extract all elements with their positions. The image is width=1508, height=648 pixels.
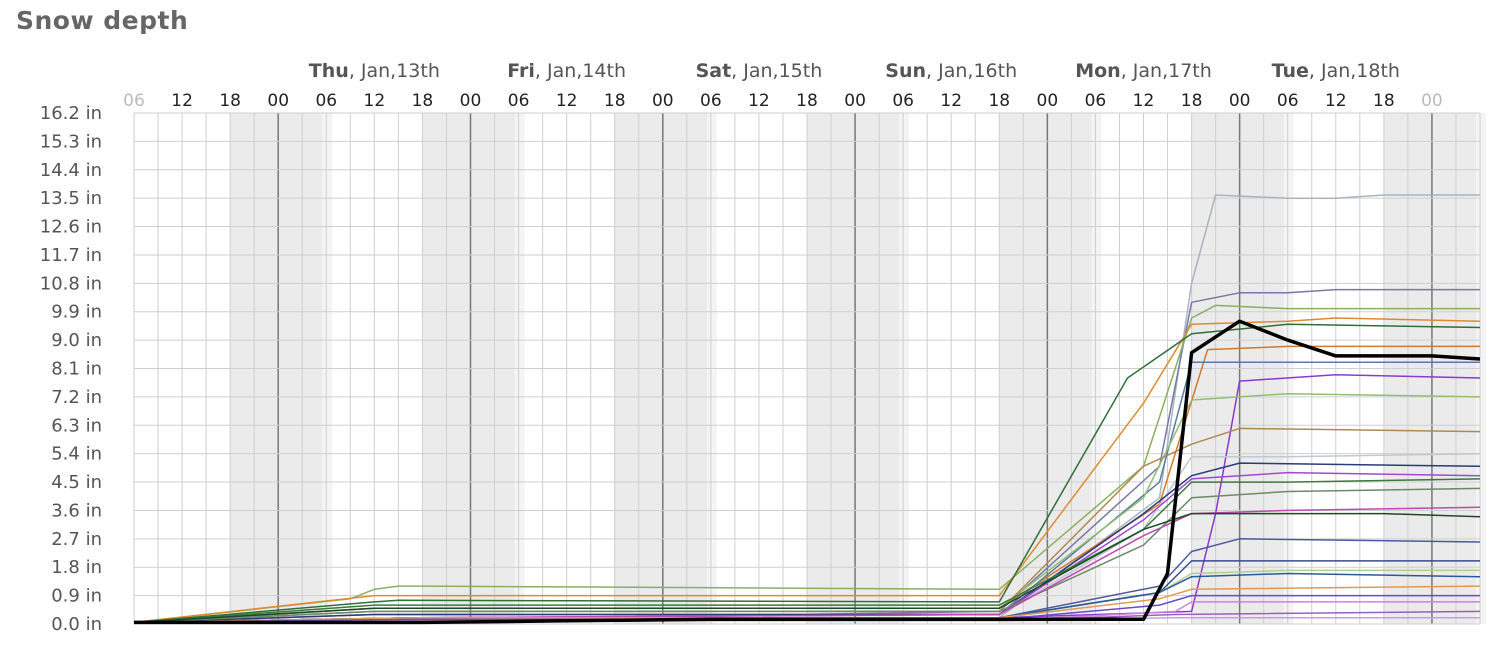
x-hour-tick-label: 12 bbox=[1325, 91, 1347, 111]
x-hour-tick-label: 12 bbox=[940, 91, 962, 111]
x-hour-tick-label: 18 bbox=[796, 91, 818, 111]
x-day-label: Sun, Jan,16th bbox=[885, 60, 1017, 82]
x-hour-tick-label: 18 bbox=[1373, 91, 1395, 111]
x-hour-tick-label: 00 bbox=[844, 91, 866, 111]
x-hour-tick-label: 12 bbox=[171, 91, 193, 111]
y-tick-label: 8.1 in bbox=[51, 359, 102, 380]
chart-title: Snow depth bbox=[16, 6, 189, 35]
x-hour-tick-label: 06 bbox=[315, 91, 337, 111]
y-tick-label: 16.2 in bbox=[40, 103, 102, 124]
x-hour-tick-label: 12 bbox=[1133, 91, 1155, 111]
x-hour-tick-label: 18 bbox=[1181, 91, 1203, 111]
y-tick-label: 15.3 in bbox=[40, 131, 102, 152]
y-tick-label: 4.5 in bbox=[51, 472, 102, 493]
x-hour-tick-label: 00 bbox=[267, 91, 289, 111]
x-hour-tick-label: 00 bbox=[1037, 91, 1059, 111]
series-group bbox=[133, 194, 1481, 625]
y-axis: 0.0 in 0.9 in 1.8 in 2.7 in 3.6 in 4.5 in 5.4 … bbox=[40, 103, 102, 635]
y-tick-label: 1.8 in bbox=[51, 557, 102, 578]
y-tick-label: 2.7 in bbox=[51, 529, 102, 550]
y-tick-label: 6.3 in bbox=[51, 415, 102, 436]
x-hour-tick-label: 18 bbox=[988, 91, 1010, 111]
y-tick-label: 7.2 in bbox=[51, 387, 102, 408]
y-tick-label: 0.9 in bbox=[51, 586, 102, 607]
x-hour-tick-label: 00 bbox=[652, 91, 674, 111]
series-line bbox=[133, 317, 1481, 624]
x-day-label: Mon, Jan,17th bbox=[1075, 60, 1212, 82]
x-hour-tick-label: 12 bbox=[748, 91, 770, 111]
y-tick-label: 9.9 in bbox=[51, 302, 102, 323]
series-line bbox=[133, 512, 1481, 624]
x-hour-tick-label: 12 bbox=[556, 91, 578, 111]
x-hour-tick-label: 06 bbox=[1277, 91, 1299, 111]
night-band-edge bbox=[1476, 113, 1486, 624]
x-hour-tick-label: 06 bbox=[508, 91, 530, 111]
x-hour-tick-label: 18 bbox=[412, 91, 434, 111]
x-day-label: Fri, Jan,14th bbox=[507, 60, 626, 82]
y-tick-label: 0.0 in bbox=[51, 614, 102, 635]
x-hour-tick-label: 00 bbox=[1421, 91, 1443, 111]
x-hour-tick-label: 18 bbox=[604, 91, 626, 111]
series-line bbox=[133, 585, 1481, 624]
x-hour-tick-label: 06 bbox=[892, 91, 914, 111]
y-tick-label: 5.4 in bbox=[51, 444, 102, 465]
y-tick-label: 13.5 in bbox=[40, 188, 102, 209]
x-axis-days: Thu, Jan,13th Fri, Jan,14th Sat, Jan,15th S… bbox=[309, 60, 1400, 82]
x-hour-tick-label: 06 bbox=[700, 91, 722, 111]
series-line-main bbox=[134, 319, 1481, 625]
x-day-label: Thu, Jan,13th bbox=[309, 60, 440, 82]
x-hour-tick-label: 00 bbox=[460, 91, 482, 111]
x-day-label: Sat, Jan,15th bbox=[696, 60, 823, 82]
y-tick-label: 12.6 in bbox=[40, 217, 102, 238]
series-line bbox=[133, 462, 1481, 624]
x-hour-tick-label: 06 bbox=[1085, 91, 1107, 111]
x-hour-tick-label: 06 bbox=[123, 91, 145, 111]
series-line bbox=[133, 487, 1481, 624]
series-line bbox=[133, 594, 1480, 624]
x-hour-tick-label: 00 bbox=[1229, 91, 1251, 111]
x-hour-tick-label: 18 bbox=[219, 91, 241, 111]
x-day-label: Tue, Jan,18th bbox=[1272, 60, 1400, 82]
y-tick-label: 3.6 in bbox=[51, 500, 102, 521]
series-line bbox=[133, 304, 1480, 624]
series-line bbox=[133, 323, 1481, 624]
x-axis-hours: 06 12 18 00 06 12 18 00 06 12 18 00 06 12 18 00 06 12 18 00… bbox=[123, 91, 1443, 111]
y-tick-label: 14.4 in bbox=[40, 160, 102, 181]
y-tick-label: 11.7 in bbox=[40, 245, 102, 266]
x-hour-tick-label: 12 bbox=[364, 91, 386, 111]
y-tick-label: 9.0 in bbox=[51, 330, 102, 351]
y-tick-label: 10.8 in bbox=[40, 273, 102, 294]
